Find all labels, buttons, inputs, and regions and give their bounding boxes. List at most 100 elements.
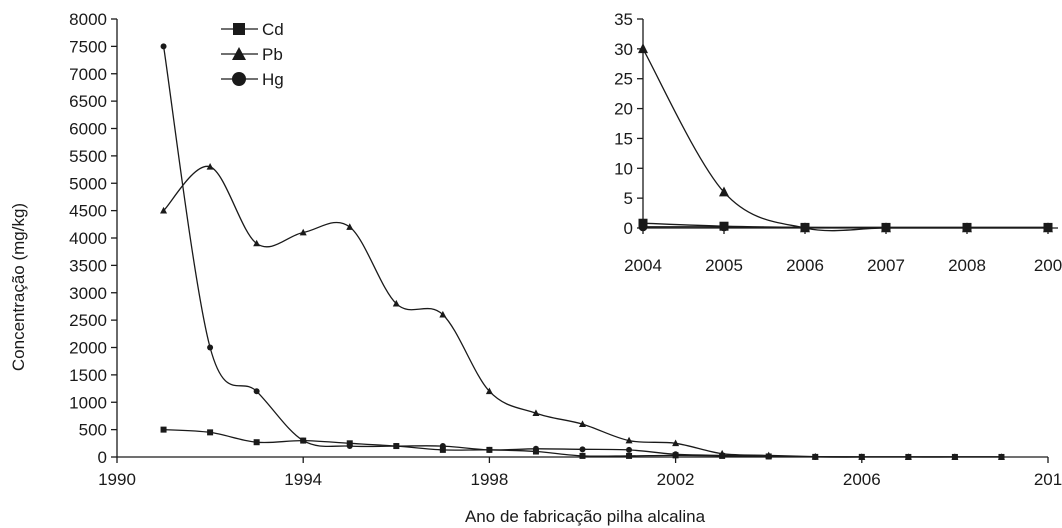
main-pb-triangle-marker: [160, 206, 168, 214]
main-y-tick-label: 7000: [69, 65, 107, 84]
main-y-tick-label: 6000: [69, 120, 107, 139]
main-y-tick-label: 6500: [69, 92, 107, 111]
main-y-tick-label: 8000: [69, 10, 107, 29]
main-pb-triangle-marker: [253, 239, 261, 247]
main-plot: 0500100015002000250030003500400045005000…: [69, 10, 1062, 489]
main-cd-square-marker: [579, 452, 586, 459]
main-hg-circle-marker: [532, 445, 539, 452]
main-x-tick-label: 1998: [470, 470, 508, 489]
main-pb-triangle-marker: [346, 223, 354, 230]
main-pb-triangle-marker: [299, 228, 307, 236]
legend-circle-marker: [232, 72, 246, 86]
main-hg-circle-marker: [300, 437, 307, 444]
inset-y-tick-label: 35: [614, 10, 633, 29]
inset-hg-circle-marker: [719, 222, 729, 232]
main-pb-triangle-marker: [625, 436, 633, 444]
inset-hg-circle-marker: [962, 222, 972, 232]
main-x-tick-label: 2002: [657, 470, 695, 489]
main-series-line-pb: [163, 165, 1002, 458]
main-pb-triangle-marker: [439, 310, 447, 318]
legend-item-cd: Cd: [221, 20, 284, 39]
main-cd-square-marker: [207, 429, 214, 436]
y-axis-label: Concentração (mg/kg): [9, 203, 28, 371]
main-y-tick-label: 3500: [69, 256, 107, 275]
main-y-tick-label: 2000: [69, 339, 107, 358]
inset-x-tick-label: 2004: [624, 256, 662, 275]
inset-y-tick-label: 20: [614, 100, 633, 119]
main-hg-circle-marker: [672, 451, 679, 458]
inset-hg-circle-marker: [638, 222, 648, 232]
main-hg-circle-marker: [765, 453, 772, 460]
main-x-tick-label: 2006: [843, 470, 881, 489]
main-x-tick-label: 1990: [98, 470, 136, 489]
inset-x-tick-label: 200: [1034, 256, 1062, 275]
main-series-line-cd: [163, 428, 1002, 458]
inset-y-tick-label: 5: [624, 189, 633, 208]
main-hg-circle-marker: [160, 43, 167, 50]
main-pb-triangle-marker: [206, 163, 214, 170]
legend-label-cd: Cd: [262, 20, 284, 39]
main-hg-circle-marker: [439, 443, 446, 450]
main-hg-circle-marker: [579, 446, 586, 453]
main-pb-triangle-marker: [672, 439, 680, 447]
main-pb-triangle-marker: [532, 409, 540, 417]
inset-pb-triangle-marker: [638, 43, 648, 54]
main-y-tick-label: 500: [79, 421, 107, 440]
inset-x-tick-label: 2008: [948, 256, 986, 275]
main-cd-square-marker: [253, 439, 260, 446]
legend-triangle-marker: [232, 47, 246, 60]
main-y-tick-label: 2500: [69, 311, 107, 330]
inset-hg-circle-marker: [800, 222, 810, 232]
inset-x-tick-label: 2007: [867, 256, 905, 275]
main-y-tick-label: 4000: [69, 229, 107, 248]
main-y-tick-label: 4500: [69, 202, 107, 221]
legend-square-marker: [233, 23, 245, 35]
main-hg-circle-marker: [998, 453, 1005, 460]
main-x-tick-label: 201: [1034, 470, 1062, 489]
inset-y-tick-label: 15: [614, 129, 633, 148]
main-hg-circle-marker: [905, 453, 912, 460]
main-hg-circle-marker: [346, 443, 353, 450]
inset-series-line-pb: [642, 48, 1048, 232]
main-cd-square-marker: [160, 426, 167, 433]
inset-series-line-hg: [642, 226, 1048, 229]
inset-x-tick-label: 2005: [705, 256, 743, 275]
main-hg-circle-marker: [253, 388, 260, 395]
main-y-tick-label: 3000: [69, 284, 107, 303]
inset-x-tick-label: 2006: [786, 256, 824, 275]
main-hg-circle-marker: [858, 453, 865, 460]
main-y-tick-label: 1500: [69, 366, 107, 385]
legend-item-pb: Pb: [221, 45, 283, 64]
x-axis-label: Ano de fabricação pilha alcalina: [465, 507, 706, 526]
main-y-tick-label: 5000: [69, 174, 107, 193]
legend-label-pb: Pb: [262, 45, 283, 64]
main-hg-circle-marker: [951, 453, 958, 460]
inset-pb-triangle-marker: [719, 186, 729, 197]
legend-item-hg: Hg: [221, 70, 284, 89]
main-cd-square-marker: [626, 452, 633, 459]
main-hg-circle-marker: [812, 453, 819, 460]
main-y-tick-label: 1000: [69, 393, 107, 412]
main-hg-circle-marker: [719, 452, 726, 459]
legend: Cd Pb Hg: [221, 20, 284, 89]
main-cd-square-marker: [439, 446, 446, 453]
inset-y-tick-label: 10: [614, 159, 633, 178]
main-y-tick-label: 5500: [69, 147, 107, 166]
main-hg-circle-marker: [486, 446, 493, 453]
inset-y-tick-label: 0: [624, 219, 633, 238]
main-x-tick-label: 1994: [284, 470, 322, 489]
inset-hg-circle-marker: [1043, 222, 1053, 232]
inset-y-tick-label: 30: [614, 40, 633, 59]
main-pb-triangle-marker: [579, 420, 586, 427]
inset-plot: 0 5 10 15 20 25 30 35 2004 2005 2006 2007 2008 200: [614, 10, 1062, 275]
main-hg-circle-marker: [393, 443, 400, 450]
main-pb-triangle-marker: [392, 299, 400, 307]
main-hg-circle-marker: [207, 344, 214, 351]
main-y-tick-label: 7500: [69, 37, 107, 56]
inset-y-tick-label: 25: [614, 70, 633, 89]
main-hg-circle-marker: [626, 446, 633, 453]
main-y-tick-label: 0: [98, 448, 107, 467]
legend-label-hg: Hg: [262, 70, 284, 89]
inset-hg-circle-marker: [881, 222, 891, 232]
